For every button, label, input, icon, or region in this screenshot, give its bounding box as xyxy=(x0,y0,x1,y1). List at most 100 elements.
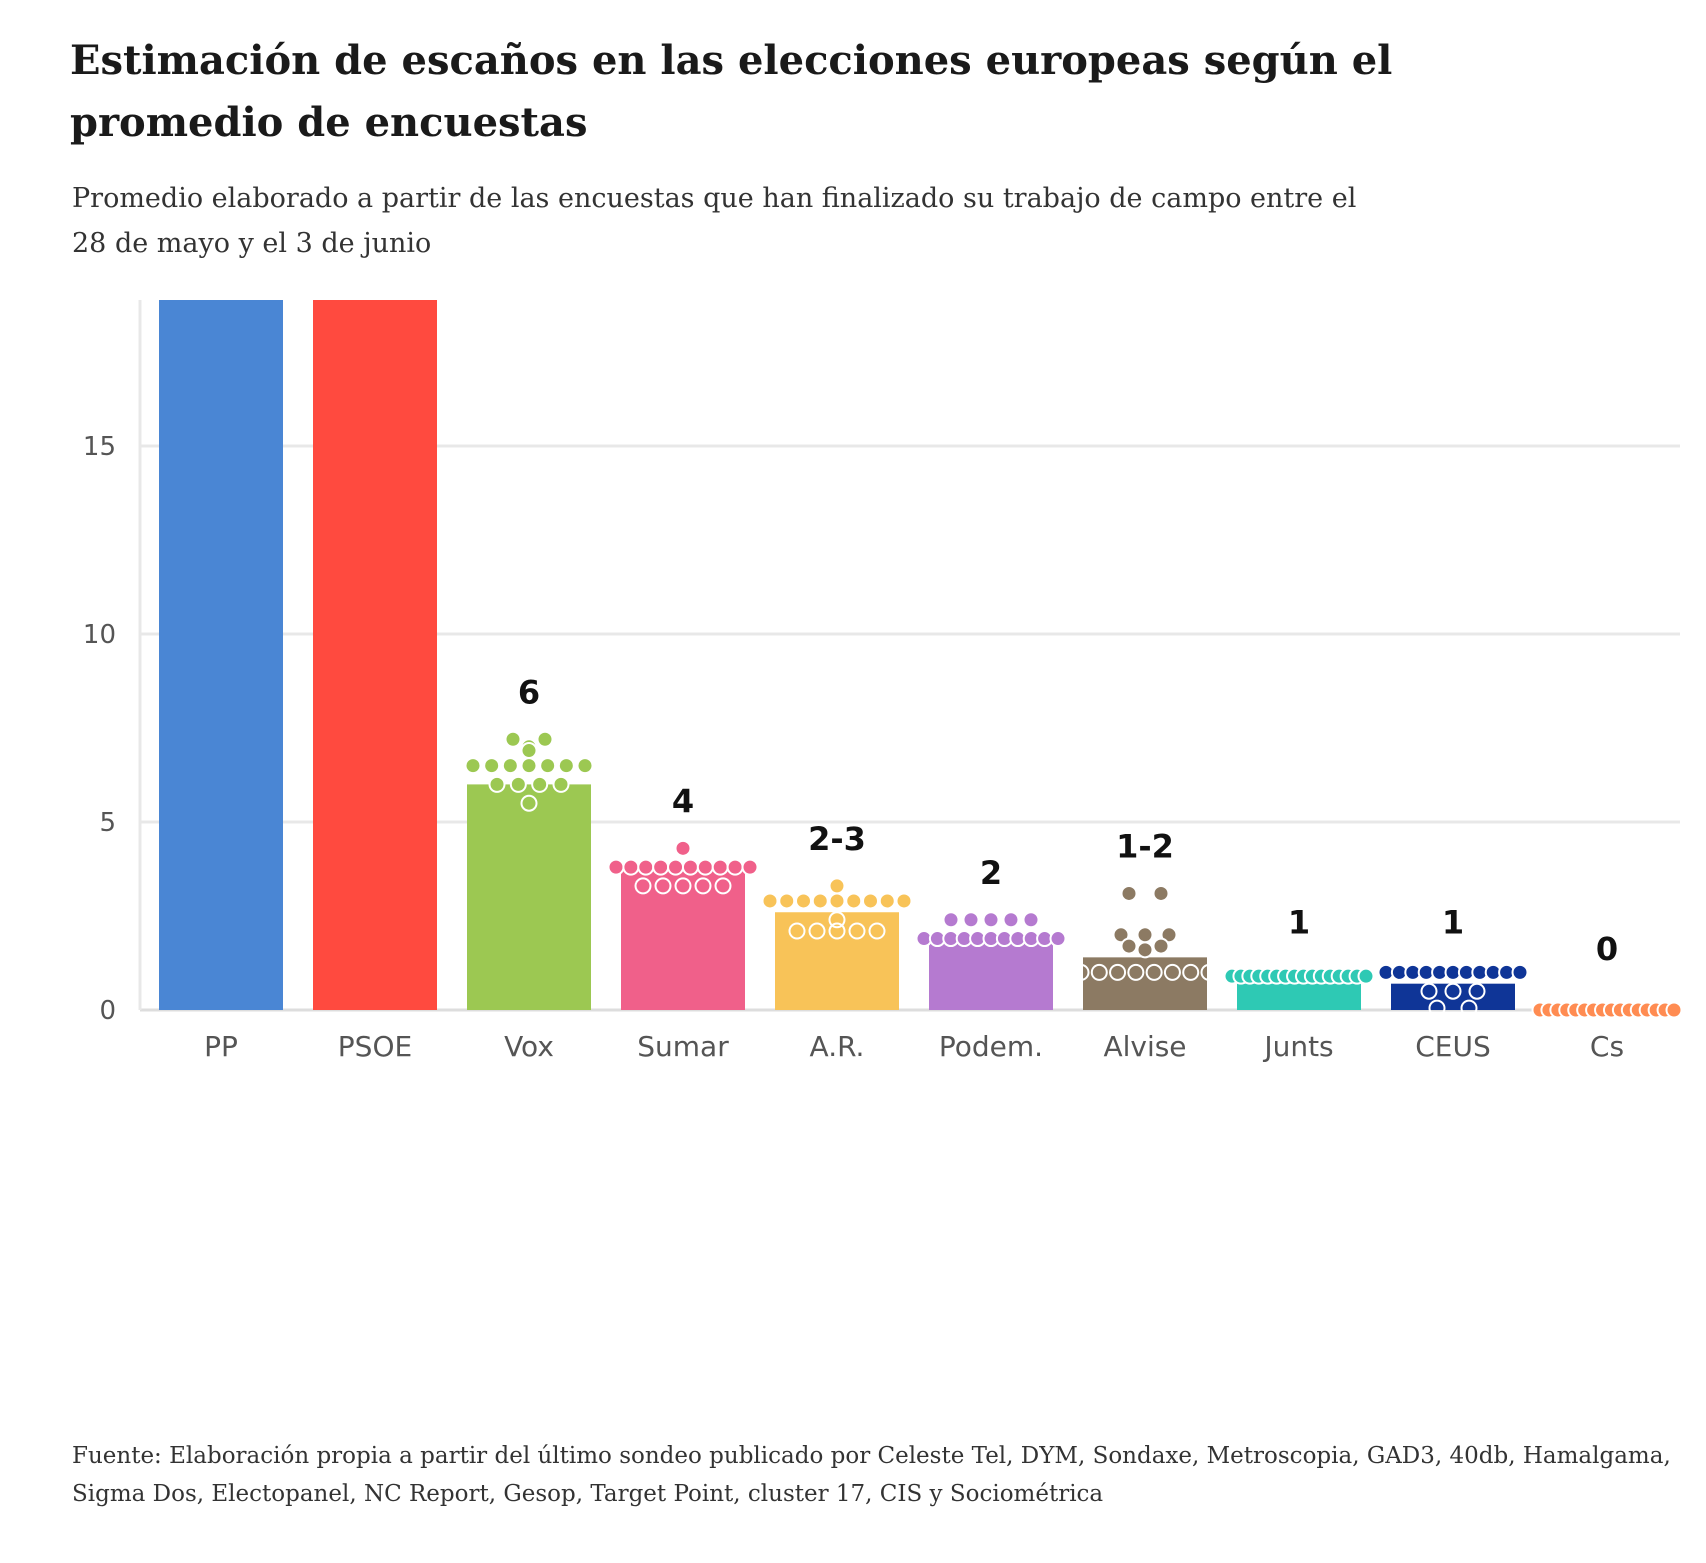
poll-dot xyxy=(828,911,846,929)
poll-dot xyxy=(868,922,886,940)
poll-dot xyxy=(1428,999,1446,1017)
poll-dot xyxy=(982,911,1000,929)
bar-ar xyxy=(775,912,899,1010)
poll-dot xyxy=(1109,963,1127,981)
poll-dot xyxy=(1182,963,1200,981)
poll-dot xyxy=(652,858,670,876)
poll-dot xyxy=(1022,911,1040,929)
poll-dot xyxy=(696,858,714,876)
poll-dot xyxy=(504,730,522,748)
x-category-label: Alvise xyxy=(1103,1030,1186,1063)
poll-dot xyxy=(552,775,570,793)
y-tick-label: 10 xyxy=(83,620,116,650)
poll-dot xyxy=(1468,982,1486,1000)
poll-dot xyxy=(509,775,527,793)
poll-dot xyxy=(539,757,557,775)
x-axis-labels: PP PSOE Vox Sumar A.R. Podem. Alvise Junts CEUS C… xyxy=(204,1030,1624,1063)
x-category-label: A.R. xyxy=(810,1030,865,1063)
poll-dot xyxy=(694,877,712,895)
poll-dot xyxy=(761,892,779,910)
source-note: Fuente: Elaboración propia a partir del … xyxy=(72,1443,1671,1507)
poll-dot xyxy=(667,858,685,876)
poll-dot xyxy=(488,775,506,793)
bar-pp xyxy=(159,300,283,1011)
poll-dot xyxy=(607,858,625,876)
bar-ceus xyxy=(1391,983,1515,1010)
poll-dot xyxy=(795,892,812,910)
poll-dot xyxy=(1200,963,1218,981)
value-label: 1 xyxy=(1442,904,1464,942)
poll-dot xyxy=(520,742,538,760)
poll-dot xyxy=(1136,941,1154,959)
poll-dot xyxy=(828,877,846,895)
poll-dot xyxy=(942,911,960,929)
poll-dot xyxy=(1049,930,1067,948)
poll-dot xyxy=(520,757,538,775)
poll-dot xyxy=(726,858,744,876)
poll-dot xyxy=(1127,963,1145,981)
value-label: 1 xyxy=(1288,904,1310,942)
x-category-label: PSOE xyxy=(338,1030,412,1063)
poll-dot xyxy=(788,922,806,940)
poll-dot xyxy=(1112,926,1130,944)
x-category-label: Cs xyxy=(1590,1030,1624,1063)
x-category-label: CEUS xyxy=(1415,1030,1491,1063)
poll-dot xyxy=(711,858,729,876)
poll-dot xyxy=(895,892,913,910)
poll-dot xyxy=(741,858,759,876)
poll-dot xyxy=(674,877,692,895)
y-tick-label: 5 xyxy=(99,808,116,838)
poll-dot xyxy=(778,892,796,910)
poll-dot xyxy=(862,892,879,910)
poll-dot xyxy=(622,858,640,876)
poll-dot xyxy=(878,892,896,910)
x-category-label: Sumar xyxy=(637,1030,729,1063)
x-category-label: Junts xyxy=(1262,1030,1333,1063)
poll-dot xyxy=(637,858,655,876)
poll-dot xyxy=(1152,884,1170,902)
poll-dot xyxy=(1072,963,1090,981)
poll-dot xyxy=(1145,963,1163,981)
poll-dot xyxy=(1357,967,1375,985)
poll-dot xyxy=(536,730,554,748)
poll-dot xyxy=(714,877,732,895)
poll-dot xyxy=(464,757,482,775)
bar-psoe xyxy=(313,300,437,1010)
poll-dot xyxy=(1120,884,1138,902)
poll-dot xyxy=(845,892,863,910)
value-label: 1-2 xyxy=(1116,827,1174,865)
value-label: 6 xyxy=(518,673,540,711)
value-label: 4 xyxy=(672,782,694,820)
poll-dot xyxy=(1120,937,1138,955)
poll-dot xyxy=(1136,926,1154,944)
poll-dot xyxy=(1420,982,1438,1000)
poll-dot xyxy=(1002,911,1020,929)
poll-dot xyxy=(634,877,652,895)
x-category-label: Vox xyxy=(504,1030,554,1063)
poll-dot xyxy=(531,775,549,793)
poll-dot xyxy=(1665,1001,1683,1019)
value-label: 2-3 xyxy=(808,820,866,858)
poll-dot xyxy=(1444,982,1462,1000)
poll-dot xyxy=(681,858,699,876)
poll-dot xyxy=(674,839,692,857)
poll-dot xyxy=(1511,963,1529,981)
poll-dot xyxy=(501,757,519,775)
poll-dot xyxy=(1460,999,1478,1017)
poll-dots xyxy=(464,730,1683,1019)
poll-dot xyxy=(811,892,829,910)
poll-dot xyxy=(1160,926,1178,944)
chart-title: Estimación de escaños en las elecciones … xyxy=(70,37,1393,146)
poll-dot xyxy=(520,794,538,812)
poll-dot xyxy=(828,892,846,910)
poll-dot xyxy=(576,757,594,775)
poll-dot xyxy=(828,922,846,940)
x-category-label: PP xyxy=(204,1030,238,1063)
bar-vox xyxy=(467,784,591,1010)
poll-dot xyxy=(654,877,672,895)
poll-dot xyxy=(808,922,826,940)
poll-dot xyxy=(483,757,501,775)
y-tick-label: 0 xyxy=(99,996,116,1026)
bar-junts xyxy=(1237,983,1361,1010)
